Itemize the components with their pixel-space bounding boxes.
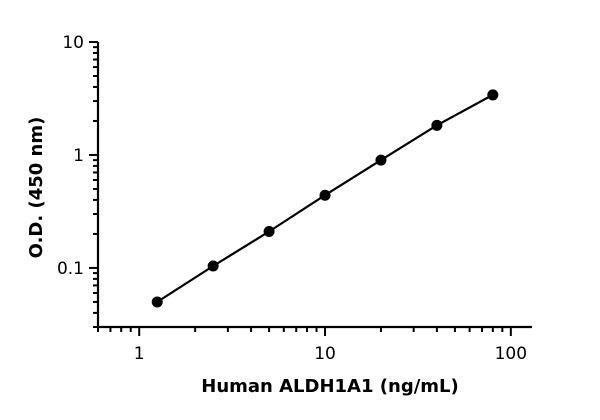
plot-series xyxy=(151,89,499,308)
data-point xyxy=(207,260,219,272)
data-point xyxy=(431,119,443,131)
x-ticks: 1 10 100 xyxy=(97,327,527,364)
x-tick-label: 1 xyxy=(134,344,145,364)
y-tick-label: 10 xyxy=(62,33,84,53)
y-axis-title: O.D. (450 nm) xyxy=(26,117,47,259)
y-ticks: 0.1 1 10 xyxy=(57,33,98,328)
y-tick-label: 0.1 xyxy=(57,259,84,279)
axes xyxy=(96,42,532,329)
x-tick-label: 100 xyxy=(495,344,527,364)
data-point xyxy=(151,296,163,308)
data-point xyxy=(487,89,499,101)
y-tick-label: 1 xyxy=(73,146,84,166)
data-point xyxy=(319,189,331,201)
data-point xyxy=(263,226,275,238)
x-tick-label: 10 xyxy=(314,344,336,364)
x-axis-title: Human ALDH1A1 (ng/mL) xyxy=(201,376,458,397)
data-point xyxy=(375,154,387,166)
